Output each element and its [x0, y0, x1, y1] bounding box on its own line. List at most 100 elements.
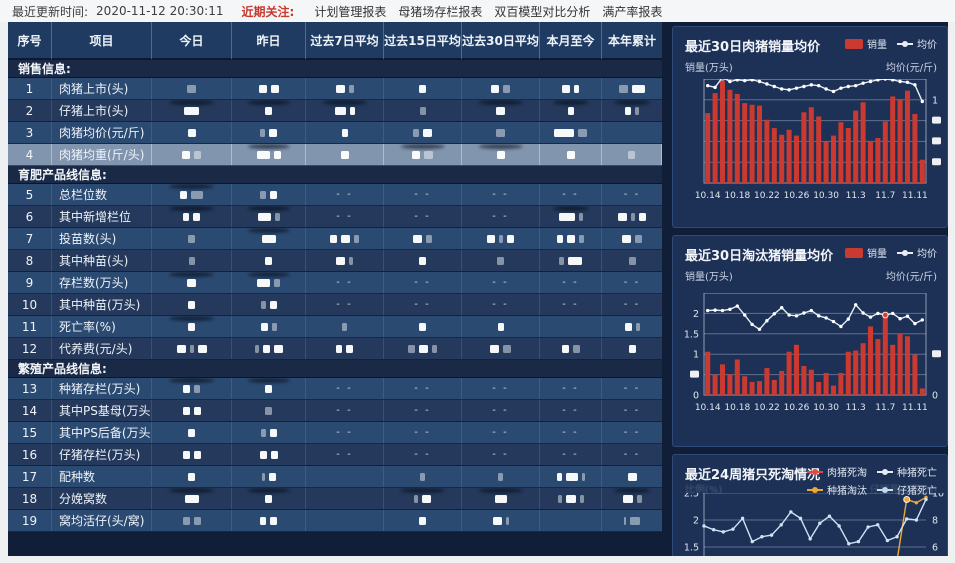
- value-cell-col-9: [602, 228, 662, 249]
- line-point: [846, 84, 850, 89]
- row-item-name-text: 其中新增栏位: [59, 210, 132, 224]
- redacted-value-block: [635, 322, 640, 331]
- table-row-11[interactable]: 11 死亡率(%): [8, 316, 662, 338]
- value-cell-col-5: [306, 316, 384, 337]
- menu-item-3[interactable]: 双百模型对比分析: [494, 4, 591, 19]
- row-number-text: 16: [21, 447, 38, 462]
- value-cell-col-4: [232, 338, 306, 359]
- table-row-19[interactable]: 19 窝均活仔(头/窝): [8, 510, 662, 532]
- line-point: [861, 81, 865, 85]
- value-cell-col-7: - -: [462, 422, 540, 443]
- legend-item-均价[interactable]: 均价: [897, 245, 937, 260]
- bar: [919, 388, 925, 395]
- table-row-7[interactable]: 7 投苗数(头): [8, 228, 662, 250]
- table-row-15[interactable]: 15 其中PS后备(万头) - - - - - - - - - -: [8, 422, 662, 444]
- redacted-dash-value: - -: [336, 189, 353, 200]
- bar: [705, 351, 711, 395]
- value-cell-col-4: [232, 122, 306, 143]
- table-row-16[interactable]: 16 仔猪存栏(万头) - - - - - - - - - -: [8, 444, 662, 466]
- redaction-smudge: [247, 378, 290, 383]
- legend-line-dot-icon: [897, 249, 913, 256]
- table-row-6[interactable]: 6 其中新增栏位 - - - - - -: [8, 206, 662, 228]
- bar: [845, 351, 851, 395]
- row-item-name-text: 总栏位数: [59, 188, 108, 202]
- value-cell-col-4: [232, 466, 306, 487]
- legend-label: 仔猪死亡: [897, 486, 937, 497]
- value-cell-col-3: [152, 184, 232, 205]
- legend-item-销量[interactable]: 销量: [845, 36, 887, 51]
- value-cell-col-3: [152, 400, 232, 421]
- redacted-value-block: [342, 322, 347, 331]
- table-row-3[interactable]: 3 肉猪均价(元/斤): [8, 122, 662, 144]
- left-axis-unit: 销量(万头): [685, 272, 733, 283]
- value-cell-col-6: [384, 250, 462, 271]
- value-cell-col-5: - -: [306, 400, 384, 421]
- redacted-dash-value: - -: [336, 405, 353, 416]
- line-point: [898, 79, 902, 84]
- value-cell-col-6: - -: [384, 272, 462, 293]
- row-number: 5: [8, 184, 52, 205]
- redacted-value-block: [507, 234, 514, 243]
- redacted-value-block: [260, 428, 266, 437]
- value-cell-col-8: - -: [540, 294, 602, 315]
- table-row-14[interactable]: 14 其中PS基母(万头) - - - - - - - - - -: [8, 400, 662, 422]
- legend-item-仔猪死亡[interactable]: 仔猪死亡: [877, 482, 937, 497]
- row-number: 6: [8, 206, 52, 227]
- menu-item-1[interactable]: 计划管理报表: [314, 4, 387, 19]
- bar: [890, 96, 896, 183]
- redacted-value-block: [408, 344, 415, 353]
- legend-item-肉猪死淘[interactable]: 肉猪死淘: [807, 464, 867, 479]
- table-row-1[interactable]: 1 肉猪上市(头): [8, 78, 662, 100]
- redacted-axis-label: [690, 370, 699, 378]
- bar: [801, 366, 807, 395]
- line-point: [866, 525, 870, 529]
- table-row-13[interactable]: 13 种猪存栏(万头) - - - - - - - - - -: [8, 378, 662, 400]
- table-row-9[interactable]: 9 存栏数(万头) - - - - - - - - - -: [8, 272, 662, 294]
- line-point: [817, 83, 821, 88]
- table-row-12[interactable]: 12 代养费(元/头): [8, 338, 662, 360]
- redacted-value-block: [503, 344, 511, 353]
- value-cell-col-4: [232, 228, 306, 249]
- redacted-value-block: [578, 128, 587, 137]
- redacted-value-block: [554, 128, 574, 137]
- table-row-8[interactable]: 8 其中种苗(头): [8, 250, 662, 272]
- redacted-axis-label: [932, 350, 941, 358]
- table-row-17[interactable]: 17 配种数: [8, 466, 662, 488]
- table-row-2[interactable]: 2 仔猪上市(头): [8, 100, 662, 122]
- redacted-value-block: [273, 344, 283, 353]
- bar: [771, 128, 777, 183]
- redacted-value-block: [274, 212, 280, 221]
- redacted-value-block: [579, 494, 584, 503]
- menu-item-4[interactable]: 满产率报表: [602, 4, 663, 19]
- redacted-value-block: [497, 256, 504, 265]
- left-axis-unit: 销量(万头): [685, 63, 733, 74]
- row-number: 11: [8, 316, 52, 337]
- menu-item-2[interactable]: 母猪场存栏报表: [398, 4, 483, 19]
- row-item-name: 仔猪上市(头): [52, 100, 152, 121]
- legend-item-销量[interactable]: 销量: [845, 245, 887, 260]
- x-axis-label: 10.18: [724, 403, 750, 413]
- line-point: [891, 79, 895, 82]
- redaction-smudge: [552, 206, 589, 211]
- column-header: 昨日: [232, 22, 306, 60]
- legend-item-均价[interactable]: 均价: [897, 36, 937, 51]
- value-cell-col-5: [306, 510, 384, 531]
- redaction-smudge: [247, 272, 290, 277]
- table-row-4[interactable]: 4 肉猪均重(斤/头): [8, 144, 662, 166]
- table-row-10[interactable]: 10 其中种苗(万头) - - - - - - - - - -: [8, 294, 662, 316]
- row-item-name: 其中种苗(头): [52, 250, 152, 271]
- table-row-18[interactable]: 18 分娩窝数: [8, 488, 662, 510]
- table-row-5[interactable]: 5 总栏位数 - - - - - - - - - -: [8, 184, 662, 206]
- legend-item-种猪死亡[interactable]: 种猪死亡: [877, 464, 937, 479]
- redacted-value-block: [565, 494, 576, 503]
- redacted-value-block: [258, 84, 267, 93]
- redacted-value-block: [419, 84, 426, 93]
- value-cell-col-5: [306, 78, 384, 99]
- redacted-value-block: [628, 344, 636, 353]
- legend-item-种猪淘汰[interactable]: 种猪淘汰: [807, 482, 867, 497]
- redacted-value-block: [562, 84, 570, 93]
- value-cell-col-8: [540, 466, 602, 487]
- x-axis-label: 10.30: [813, 191, 839, 201]
- bar: [838, 372, 844, 395]
- line-point: [713, 85, 717, 90]
